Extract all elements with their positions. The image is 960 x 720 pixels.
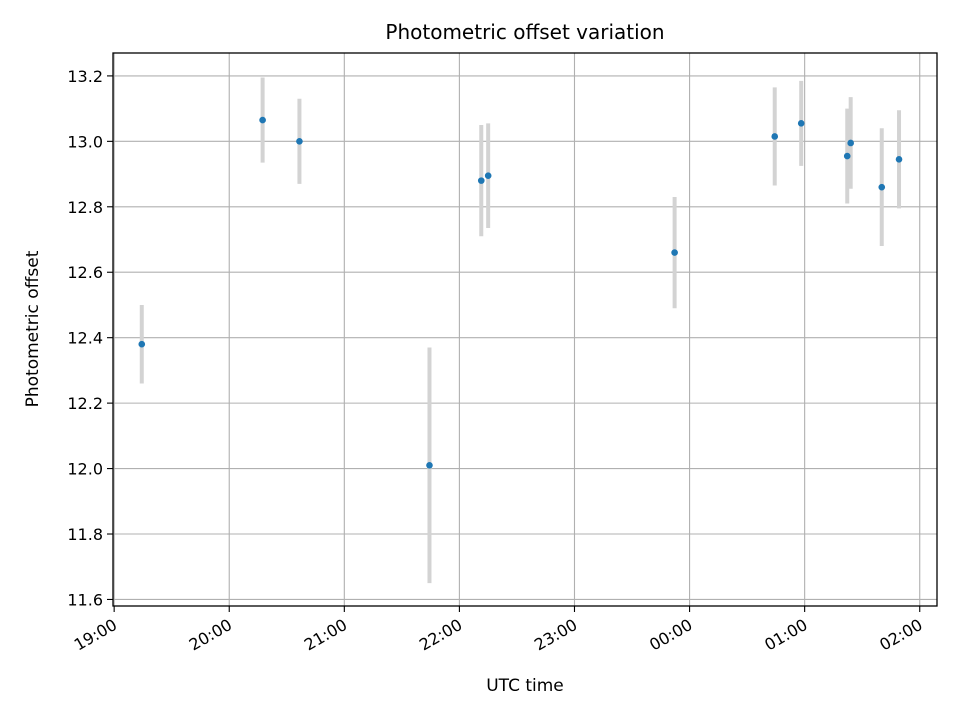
data-point: [771, 133, 779, 140]
data-point: [477, 177, 485, 184]
y-tick-label: 12.4: [67, 329, 103, 348]
x-tick-label: 22:00: [416, 615, 465, 655]
errorbars: [139, 77, 902, 584]
x-axis-label: UTC time: [486, 676, 564, 696]
data-point: [259, 116, 266, 124]
x-tick-label: 20:00: [186, 615, 235, 655]
data-point: [847, 139, 854, 147]
y-tick-label: 11.8: [67, 525, 103, 544]
chart-title: Photometric offset variation: [385, 20, 664, 44]
data-point: [484, 172, 492, 180]
x-tick-label: 02:00: [876, 615, 925, 655]
data-point: [296, 138, 303, 145]
data-point: [797, 120, 805, 127]
grid: [113, 53, 937, 606]
y-tick-label: 12.8: [67, 198, 103, 217]
y-tick-label: 12.6: [67, 263, 103, 282]
x-tick-label: 01:00: [761, 615, 810, 655]
x-tick-label: 19:00: [71, 615, 120, 655]
data-points: [138, 116, 903, 469]
y-tick-label: 13.2: [67, 67, 103, 86]
x-tick-label: 00:00: [646, 615, 695, 655]
data-point: [895, 156, 903, 163]
data-point: [843, 152, 851, 160]
data-point: [426, 461, 433, 469]
data-point: [138, 340, 146, 348]
y-axis: 11.6 11.8 12.0 12.2 12.4 12.6 12.8 13.0 13.2: [67, 67, 113, 609]
y-tick-label: 12.2: [67, 394, 103, 413]
plot-frame: [112, 52, 938, 607]
x-tick-label: 21:00: [301, 615, 350, 655]
y-tick-label: 12.0: [67, 460, 103, 479]
data-point: [878, 183, 886, 191]
x-axis: 19:00 20:00 21:00 22:00 23:00 00:00 01:00 02:00: [71, 606, 926, 655]
y-tick-label: 11.6: [67, 590, 103, 609]
data-point: [671, 249, 678, 256]
y-tick-label: 13.0: [67, 132, 103, 151]
y-axis-label: Photometric offset: [23, 250, 43, 407]
x-tick-label: 23:00: [531, 615, 580, 655]
